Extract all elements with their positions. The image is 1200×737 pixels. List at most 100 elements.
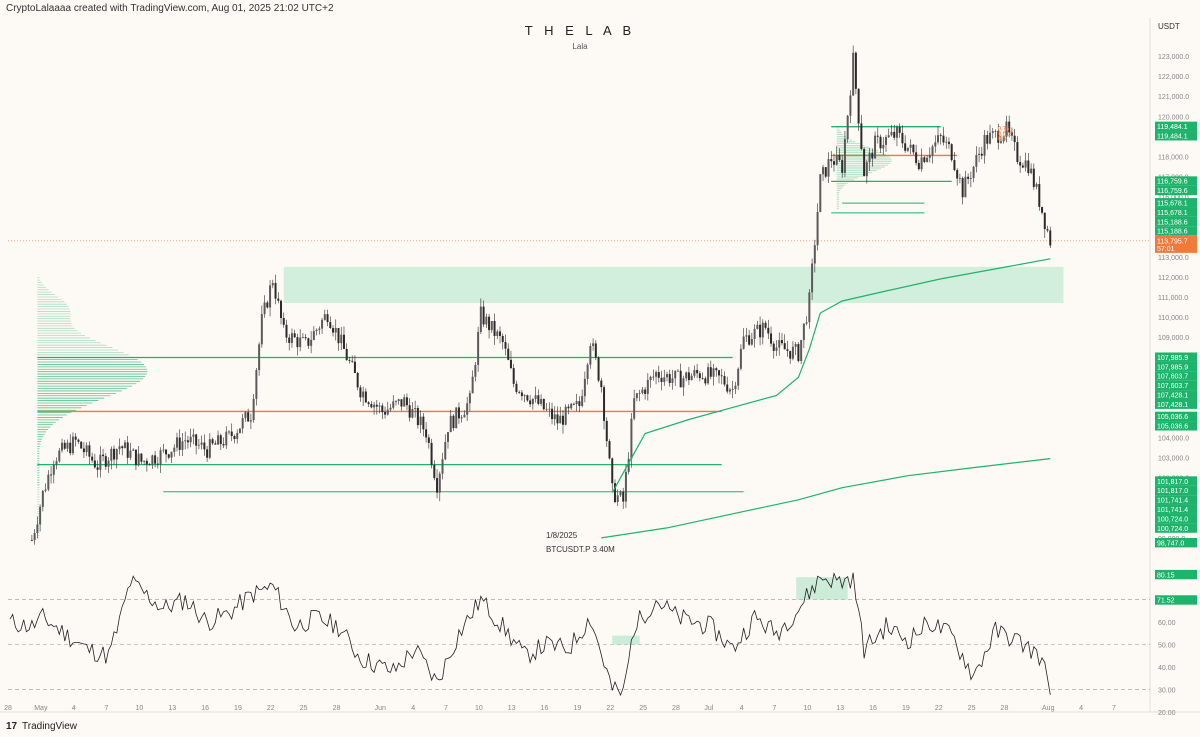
candle-body xyxy=(173,447,176,452)
candle-body xyxy=(482,306,485,325)
candle-body xyxy=(739,348,742,369)
candle-body xyxy=(468,393,471,404)
candle-body xyxy=(526,395,529,401)
candle-body xyxy=(211,439,214,444)
candle-body xyxy=(633,398,636,419)
candle-body xyxy=(947,141,950,145)
candle-body xyxy=(1013,135,1016,143)
brand-name: TradingView xyxy=(22,721,78,732)
candle-body xyxy=(630,418,633,459)
candle-body xyxy=(709,367,712,377)
time-tick-label: 16 xyxy=(541,705,549,712)
candle-body xyxy=(236,432,239,439)
vwap-line-2 xyxy=(601,458,1051,539)
candle-body xyxy=(786,349,789,351)
price-tick-label: 112,000.0 xyxy=(1158,275,1189,282)
candle-body xyxy=(841,160,844,173)
price-tick-label: 103,000.0 xyxy=(1158,456,1189,463)
candle-body xyxy=(351,360,354,362)
price-axis-label-bg xyxy=(1155,198,1197,208)
candle-body xyxy=(728,389,731,392)
candle-body xyxy=(553,414,556,420)
candle-body xyxy=(509,359,512,369)
candle-body xyxy=(241,418,244,429)
rsi-tick-label: 60.00 xyxy=(1158,620,1176,627)
time-tick-label: 7 xyxy=(1112,705,1116,712)
time-tick-label: 28 xyxy=(672,705,680,712)
candle-body xyxy=(455,407,458,429)
price-axis-label-bg xyxy=(1155,216,1197,227)
candle-body xyxy=(515,383,518,392)
candle-body xyxy=(540,398,543,404)
price-tick-label: 113,000.0 xyxy=(1158,255,1189,262)
candle-body xyxy=(82,448,85,453)
candle-body xyxy=(71,436,74,454)
candle-body xyxy=(69,442,72,454)
price-axis-label-bg xyxy=(1155,226,1197,236)
candle-body xyxy=(520,392,523,397)
candle-body xyxy=(619,491,622,496)
fib-level-label: 0.5 xyxy=(998,136,1007,142)
candle-body xyxy=(805,322,808,324)
candle-body xyxy=(375,404,378,407)
candle-body xyxy=(1024,160,1027,168)
candle-body xyxy=(969,178,972,179)
candle-body xyxy=(225,431,228,446)
candle-body xyxy=(282,318,285,325)
candle-body xyxy=(312,331,315,340)
candle-body xyxy=(827,159,830,177)
candle-body xyxy=(704,378,707,384)
candle-body xyxy=(832,161,835,165)
candle-body xyxy=(277,298,280,301)
time-tick-label: 7 xyxy=(444,705,448,712)
candle-body xyxy=(329,322,332,329)
candle-body xyxy=(887,135,890,138)
candle-body xyxy=(978,153,981,155)
candle-body xyxy=(843,139,846,173)
candle-body xyxy=(603,387,606,421)
time-tick-label: 13 xyxy=(508,705,516,712)
candle-body xyxy=(813,245,816,264)
time-tick-label: Jun xyxy=(375,705,386,712)
price-axis-label-bg xyxy=(1155,399,1197,409)
candle-body xyxy=(104,456,107,467)
candle-body xyxy=(222,444,225,446)
price-axis-label-bg xyxy=(1155,371,1197,381)
candle-body xyxy=(184,440,187,442)
candle-body xyxy=(39,506,42,525)
candle-body xyxy=(307,338,310,346)
price-axis-label-bg xyxy=(1155,537,1197,548)
candle-body xyxy=(258,344,261,371)
candle-body xyxy=(561,415,564,425)
candle-body xyxy=(143,460,146,462)
candle-body xyxy=(1019,162,1022,166)
candle-body xyxy=(926,157,929,163)
time-tick-label: Aug xyxy=(1042,705,1055,712)
candle-body xyxy=(140,453,143,462)
candle-body xyxy=(1021,165,1024,168)
candle-body xyxy=(373,404,376,408)
candle-body xyxy=(416,408,419,426)
candle-body xyxy=(1008,121,1011,133)
price-axis-label-bg xyxy=(1155,235,1197,253)
candle-body xyxy=(337,328,340,344)
candle-body xyxy=(340,334,343,344)
price-axis-label: 101,817.0 xyxy=(1157,479,1188,486)
candle-body xyxy=(718,370,721,376)
candle-body xyxy=(942,135,945,143)
candle-body xyxy=(433,464,436,479)
candle-body xyxy=(189,436,192,443)
candle-body xyxy=(885,137,887,145)
time-tick-label: May xyxy=(34,705,48,712)
candle-body xyxy=(318,328,321,330)
candle-body xyxy=(447,432,449,442)
candle-body xyxy=(345,348,348,361)
candle-body xyxy=(167,454,170,458)
price-axis-label: 107,985.9 xyxy=(1157,355,1188,362)
candle-body xyxy=(154,455,157,464)
candle-body xyxy=(572,403,575,405)
candle-body xyxy=(559,415,562,424)
candle-body xyxy=(644,389,647,394)
